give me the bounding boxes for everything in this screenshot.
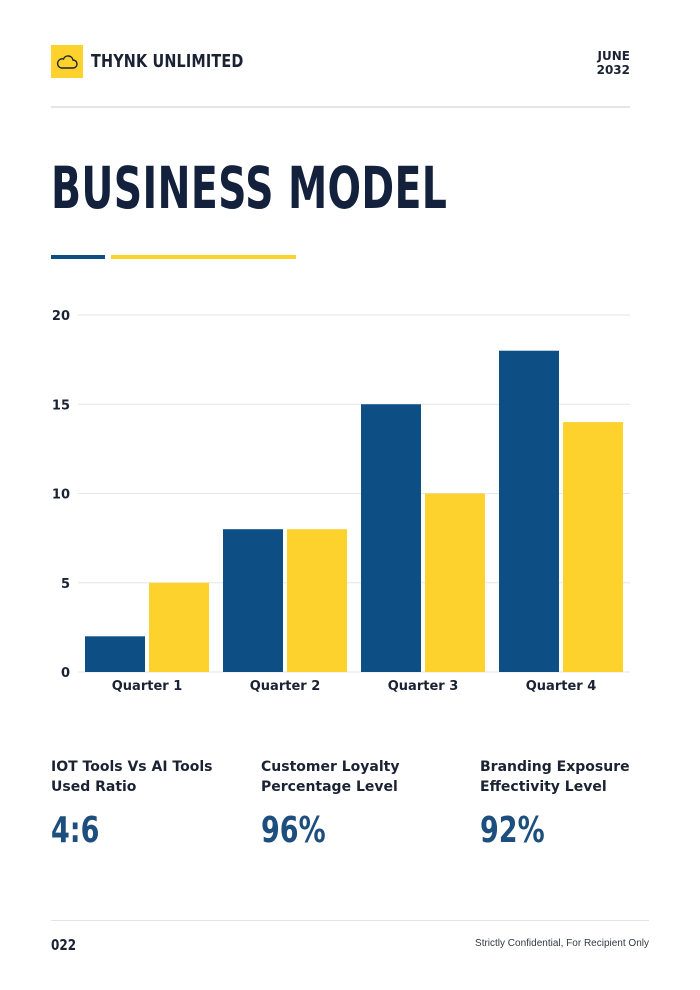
- date-year: 2032: [596, 63, 630, 77]
- header-divider: [51, 106, 630, 108]
- bar-chart: 0 5 10 15 20 Quarter 1 Quarter 2 Quarter 3 Quart…: [52, 309, 630, 694]
- cloud-icon: [56, 54, 78, 69]
- stat-label: Customer Loyalty Percentage Level: [261, 757, 461, 797]
- stat-branding-exposure: Branding Exposure Effectivity Level 92%: [480, 757, 680, 851]
- x-tick-label: Quarter 1: [112, 679, 183, 694]
- stat-label: Branding Exposure Effectivity Level: [480, 757, 680, 797]
- stat-label-line2: Percentage Level: [261, 779, 398, 795]
- page-number: 022: [51, 936, 77, 954]
- stat-value: 92%: [480, 810, 545, 851]
- stat-label: IOT Tools Vs AI Tools Used Ratio: [51, 757, 251, 797]
- stat-customer-loyalty: Customer Loyalty Percentage Level 96%: [261, 757, 461, 851]
- stat-iot-ratio: IOT Tools Vs AI Tools Used Ratio 4:6: [51, 757, 251, 851]
- x-tick-label: Quarter 4: [526, 679, 597, 694]
- x-tick-label: Quarter 3: [388, 679, 459, 694]
- date-month: JUNE: [597, 49, 630, 63]
- accent-bar-blue: [51, 255, 105, 259]
- report-date: JUNE 2032: [597, 49, 630, 77]
- x-tick-label: Quarter 2: [250, 679, 321, 694]
- bar-yellow-3: [425, 493, 485, 672]
- logo: [51, 45, 83, 78]
- stat-label-line2: Used Ratio: [51, 779, 137, 795]
- stat-label-line1: Customer Loyalty: [261, 759, 400, 775]
- bar-blue-2: [223, 529, 283, 672]
- y-tick-label: 15: [52, 398, 70, 413]
- stat-value: 4:6: [51, 810, 100, 851]
- page-title: BUSINESS MODEL: [51, 154, 448, 222]
- stat-value: 96%: [261, 810, 326, 851]
- y-tick-label: 0: [61, 666, 70, 681]
- confidential-notice: Strictly Confidential, For Recipient Onl…: [475, 938, 649, 949]
- y-tick-label: 20: [52, 309, 70, 324]
- footer-divider: [51, 920, 649, 921]
- bar-blue-1: [85, 636, 145, 672]
- bar-yellow-4: [563, 422, 623, 672]
- stat-label-line2: Effectivity Level: [480, 779, 607, 795]
- bar-yellow-2: [287, 529, 347, 672]
- brand-name: THYNK UNLIMITED: [91, 51, 244, 72]
- y-tick-label: 10: [52, 488, 70, 503]
- y-tick-label: 5: [61, 577, 70, 592]
- bar-blue-3: [361, 404, 421, 672]
- bar-yellow-1: [149, 582, 209, 672]
- stat-label-line1: IOT Tools Vs AI Tools: [51, 759, 213, 775]
- bar-blue-4: [499, 350, 559, 672]
- stat-label-line1: Branding Exposure: [480, 759, 630, 775]
- accent-bar-yellow: [111, 255, 296, 259]
